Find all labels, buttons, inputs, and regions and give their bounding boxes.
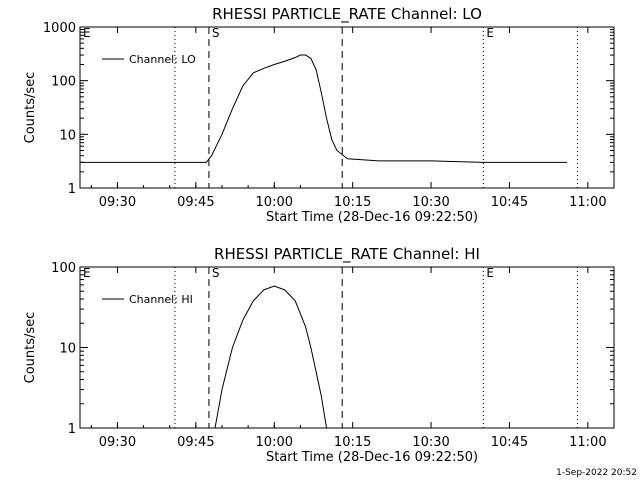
plot-lo: RHESSI PARTICLE_RATE Channel: LO 09:30 09:… [23, 5, 615, 225]
y-tick-label: 10 [59, 342, 76, 357]
x-tick-label: 11:00 [569, 435, 606, 450]
x-tick-label: 09:30 [99, 435, 136, 450]
chart-title: RHESSI PARTICLE_RATE Channel: LO [212, 5, 482, 24]
plot-frame [79, 26, 615, 189]
footer-timestamp: 1-Sep-2022 20:52 [556, 468, 637, 478]
event-marker-label: E [486, 26, 494, 40]
x-tick-label: 10:15 [334, 435, 371, 450]
x-tick-label: 10:30 [412, 195, 449, 210]
y-tick-label: 100 [51, 261, 76, 276]
x-tick-label: 09:30 [99, 195, 136, 210]
legend-label: Channel: HI [129, 293, 193, 306]
x-tick-label: 09:45 [177, 435, 214, 450]
event-marker-label: E [83, 266, 91, 280]
x-axis-label: Start Time (28-Dec-16 09:22:50) [266, 450, 478, 465]
y-tick-label: 1000 [43, 21, 76, 36]
x-tick-label: 10:45 [491, 435, 528, 450]
x-axis-label: Start Time (28-Dec-16 09:22:50) [266, 210, 478, 225]
x-tick-label: 11:00 [569, 195, 606, 210]
x-tick-label: 10:00 [256, 435, 293, 450]
x-tick-label: 09:45 [177, 195, 214, 210]
series-line [214, 285, 328, 429]
y-tick-label: 1 [68, 182, 76, 197]
event-marker-label: S [212, 266, 220, 280]
x-tick-label: 10:00 [256, 195, 293, 210]
event-marker-label: S [212, 26, 220, 40]
y-tick-label: 100 [51, 75, 76, 90]
x-tick-label: 10:15 [334, 195, 371, 210]
x-tick-label: 10:45 [491, 195, 528, 210]
plot-frame [79, 266, 615, 429]
legend-label: Channel: LO [129, 53, 196, 66]
y-tick-label: 1 [68, 422, 76, 437]
y-axis-label: Counts/sec [23, 312, 38, 384]
plot-hi: RHESSI PARTICLE_RATE Channel: HI 09:30 09:… [23, 245, 615, 465]
event-marker-label: E [83, 26, 91, 40]
y-axis-label: Counts/sec [23, 72, 38, 144]
chart-title: RHESSI PARTICLE_RATE Channel: HI [214, 245, 480, 264]
y-tick-label: 10 [59, 128, 76, 143]
x-tick-label: 10:30 [412, 435, 449, 450]
series-line [80, 54, 567, 163]
event-marker-label: E [486, 266, 494, 280]
